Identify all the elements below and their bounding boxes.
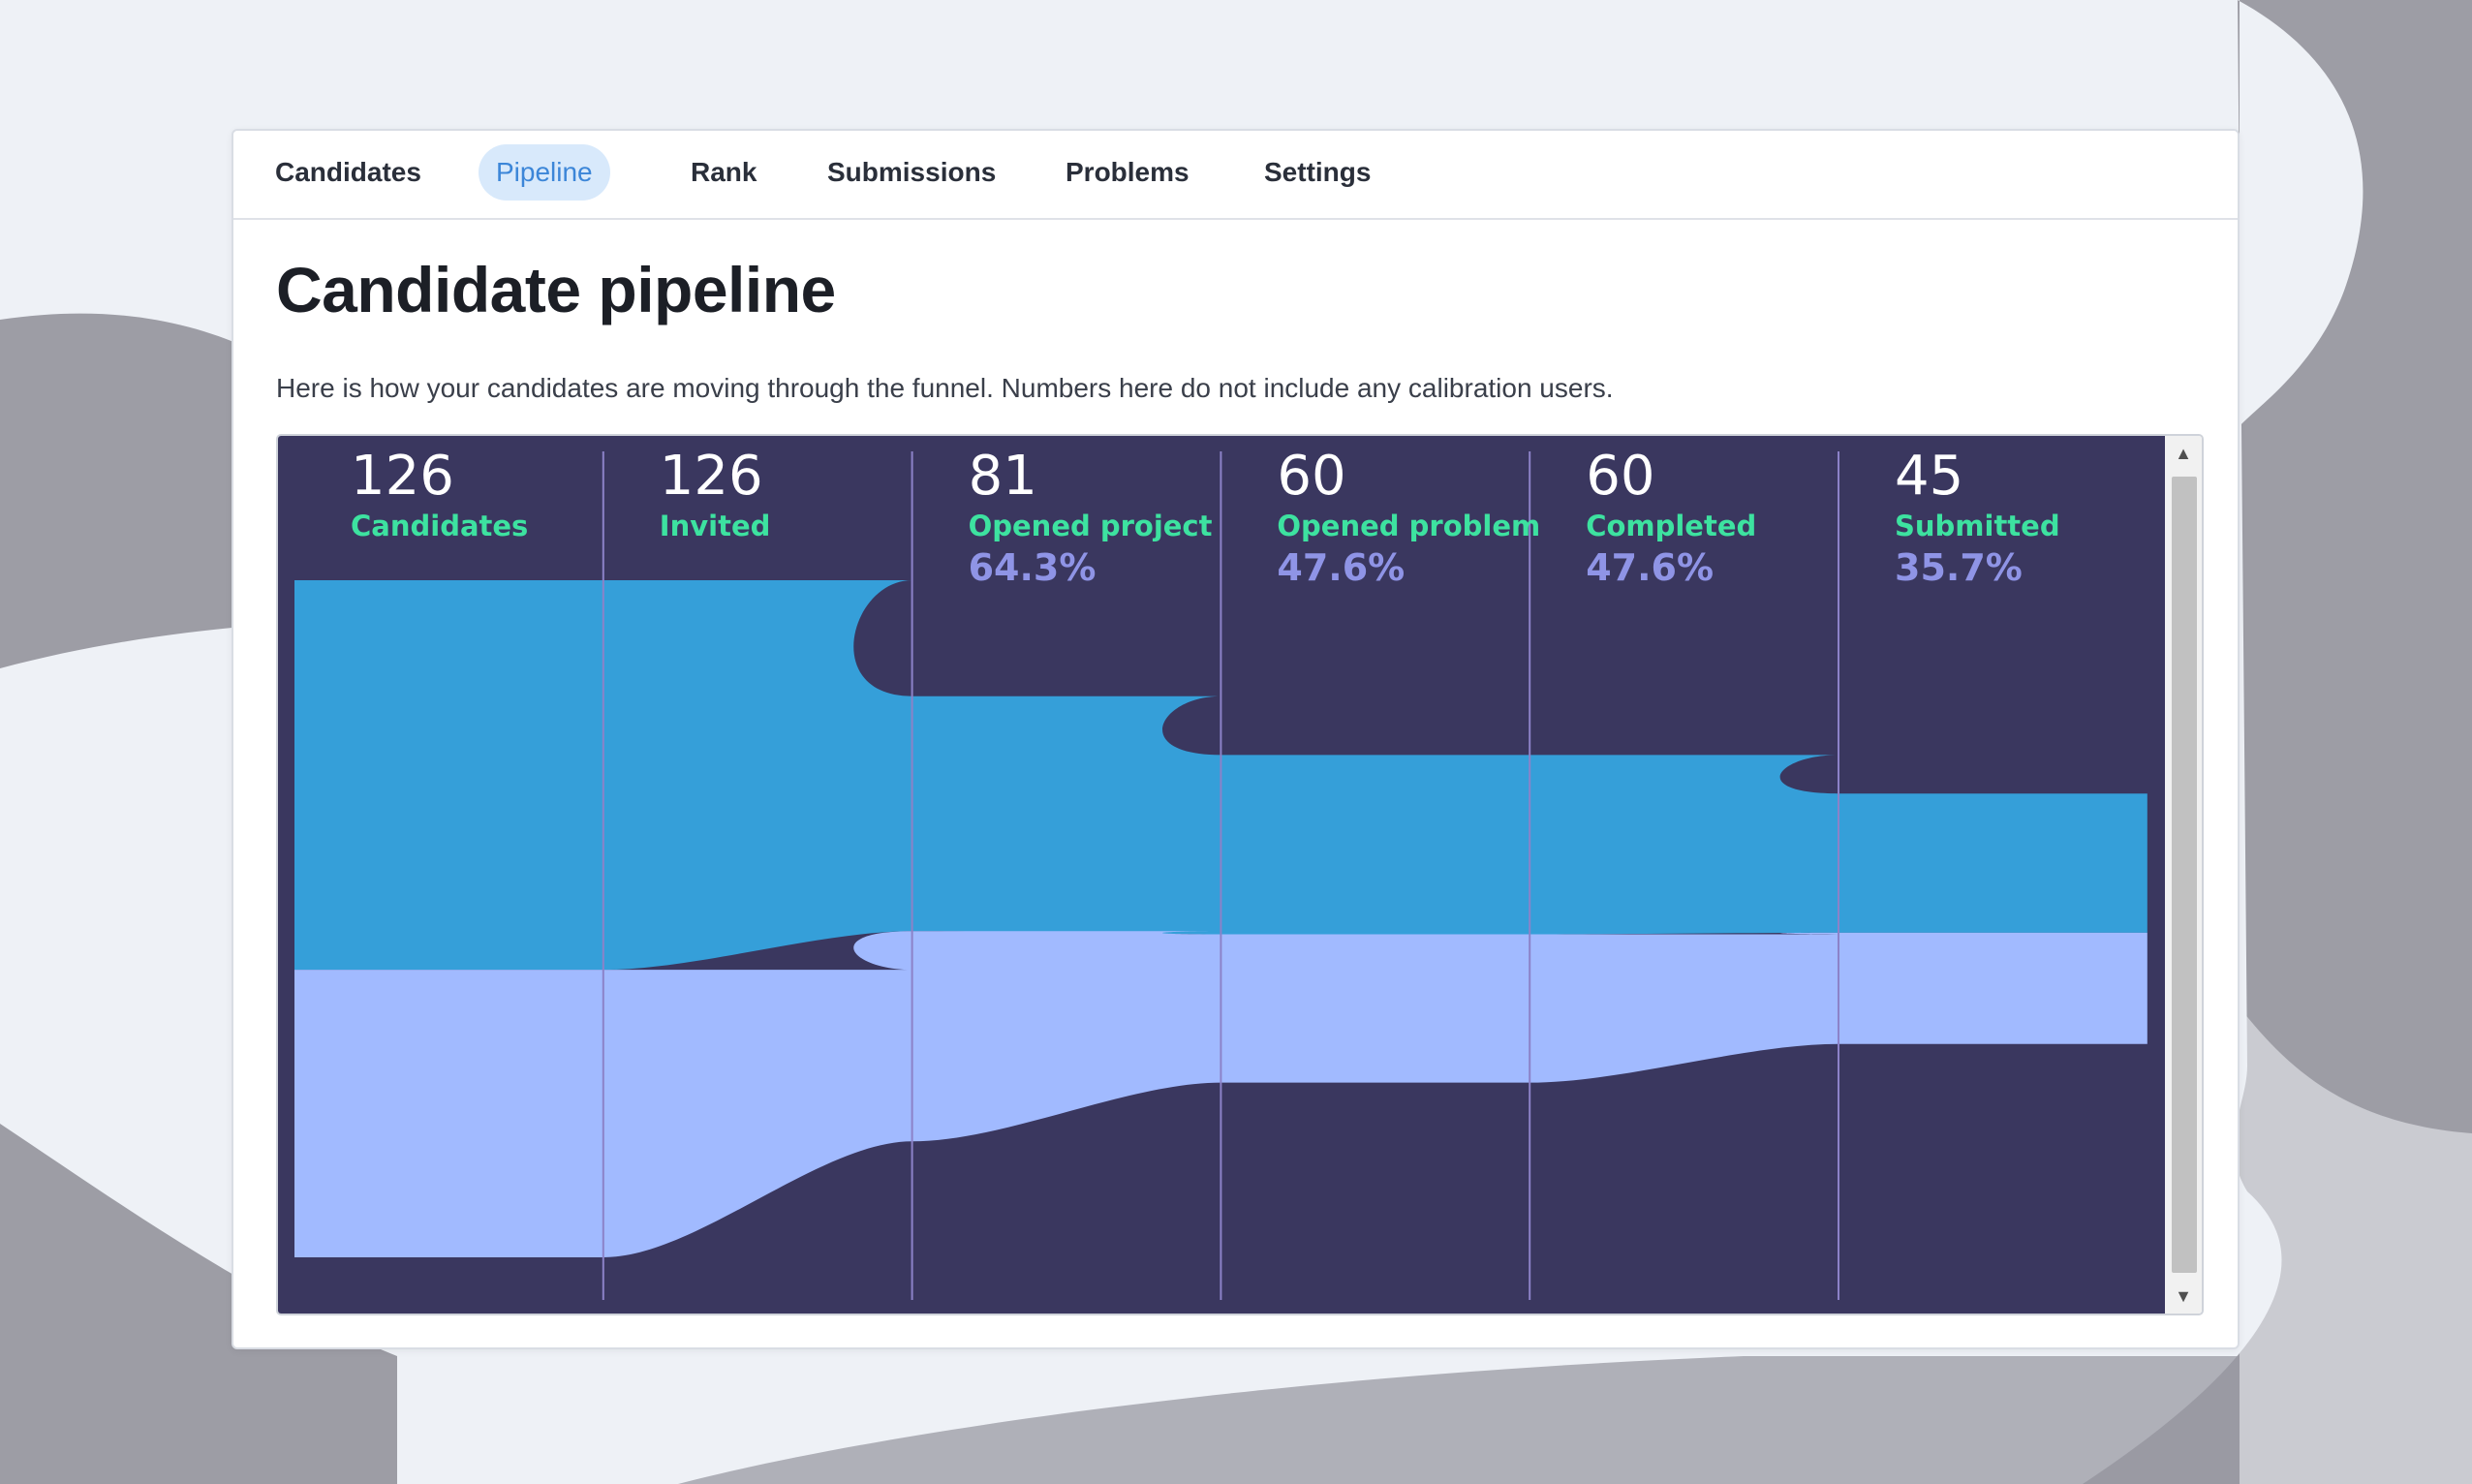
page-description: Here is how your candidates are moving t… <box>276 373 1614 403</box>
funnel-band-lower <box>294 931 2148 1257</box>
tab-candidates[interactable]: Candidates <box>275 157 421 187</box>
tab-pipeline[interactable]: Pipeline <box>479 144 610 201</box>
stage-percent: 47.6% <box>1586 546 1714 589</box>
stage-label: Opened project <box>969 510 1213 542</box>
tab-submissions[interactable]: Submissions <box>827 157 997 187</box>
scroll-up-arrow-icon[interactable]: ▲ <box>2175 444 2192 463</box>
tab-settings[interactable]: Settings <box>1264 157 1372 187</box>
pipeline-card: Candidates Pipeline Rank Submissions Pro… <box>232 129 2240 1349</box>
tab-problems[interactable]: Problems <box>1066 157 1190 187</box>
stage-percent: 35.7% <box>1895 546 2023 589</box>
vertical-scrollbar[interactable]: ▲ ▼ <box>2165 436 2202 1314</box>
stage-label: Submitted <box>1895 510 2060 542</box>
stage-label: Candidates <box>351 510 528 542</box>
stage-label: Invited <box>660 510 771 542</box>
stage-count: 60 <box>1277 445 1345 508</box>
stage-count: 126 <box>351 445 454 508</box>
stage-count: 126 <box>660 445 763 508</box>
stage-count: 45 <box>1895 445 1963 508</box>
stage-count: 81 <box>969 445 1037 508</box>
scroll-down-arrow-icon[interactable]: ▼ <box>2175 1286 2192 1306</box>
scroll-thumb[interactable] <box>2172 477 2197 1273</box>
page-title: Candidate pipeline <box>276 254 836 325</box>
tab-bar: Candidates Pipeline Rank Submissions Pro… <box>233 131 2238 220</box>
stage-percent: 64.3% <box>969 546 1097 589</box>
tab-rank[interactable]: Rank <box>691 157 757 187</box>
stage-label: Completed <box>1586 510 1756 542</box>
stage-label: Opened problem <box>1277 510 1540 542</box>
stage-percent: 47.6% <box>1277 546 1405 589</box>
stage-count: 60 <box>1586 445 1654 508</box>
funnel-chart-frame[interactable]: 126 Candidates 126 Invited 81 Opened project 6… <box>276 434 2204 1315</box>
